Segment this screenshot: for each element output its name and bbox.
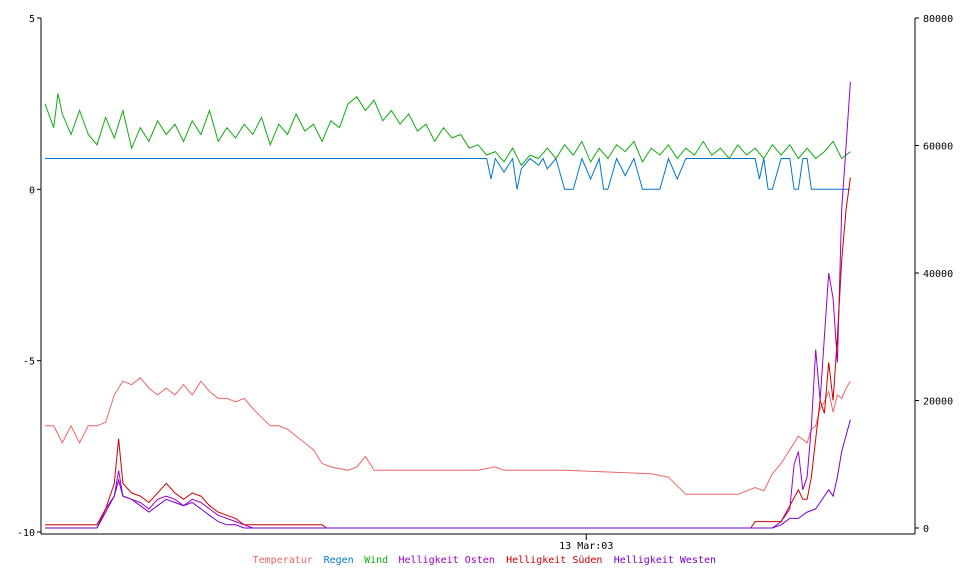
legend-item: Helligkeit Osten (399, 555, 495, 566)
series-line-helligkeit-osten (45, 81, 851, 529)
legend-item: Helligkeit Westen (614, 555, 716, 566)
legend-item: Temperatur (253, 555, 313, 566)
y-right-tick-label: 60000 (923, 142, 953, 153)
y-right-tick-label: 20000 (923, 397, 953, 408)
series-line-helligkeit-westen (45, 419, 851, 529)
y-right-tick-label: 0 (923, 524, 929, 535)
series-line-helligkeit-s-den (45, 177, 851, 529)
y-right-tick-label: 80000 (923, 14, 953, 25)
y-right-tick-label: 40000 (923, 269, 953, 280)
series-line-regen (45, 156, 851, 190)
x-tick-label: 13 Mar:03 (559, 541, 613, 552)
axes: 5 0 -5 -10 80000 60000 40000 20000 0 13 Mar:03 (17, 14, 953, 552)
series-line-wind (44, 93, 851, 167)
legend-item: Wind (364, 555, 388, 566)
y-left-tick-label: 0 (29, 185, 35, 196)
legend: Temperatur Regen Wind Helligkeit Osten Helli… (253, 555, 716, 566)
series-layer (44, 81, 851, 529)
legend-item: Regen (324, 555, 354, 566)
series-line-temperatur (45, 377, 851, 495)
legend-item: Helligkeit Süden (506, 555, 602, 566)
y-left-tick-label: -10 (17, 528, 35, 539)
y-left-tick-label: 5 (29, 14, 35, 25)
y-left-tick-label: -5 (23, 357, 35, 368)
